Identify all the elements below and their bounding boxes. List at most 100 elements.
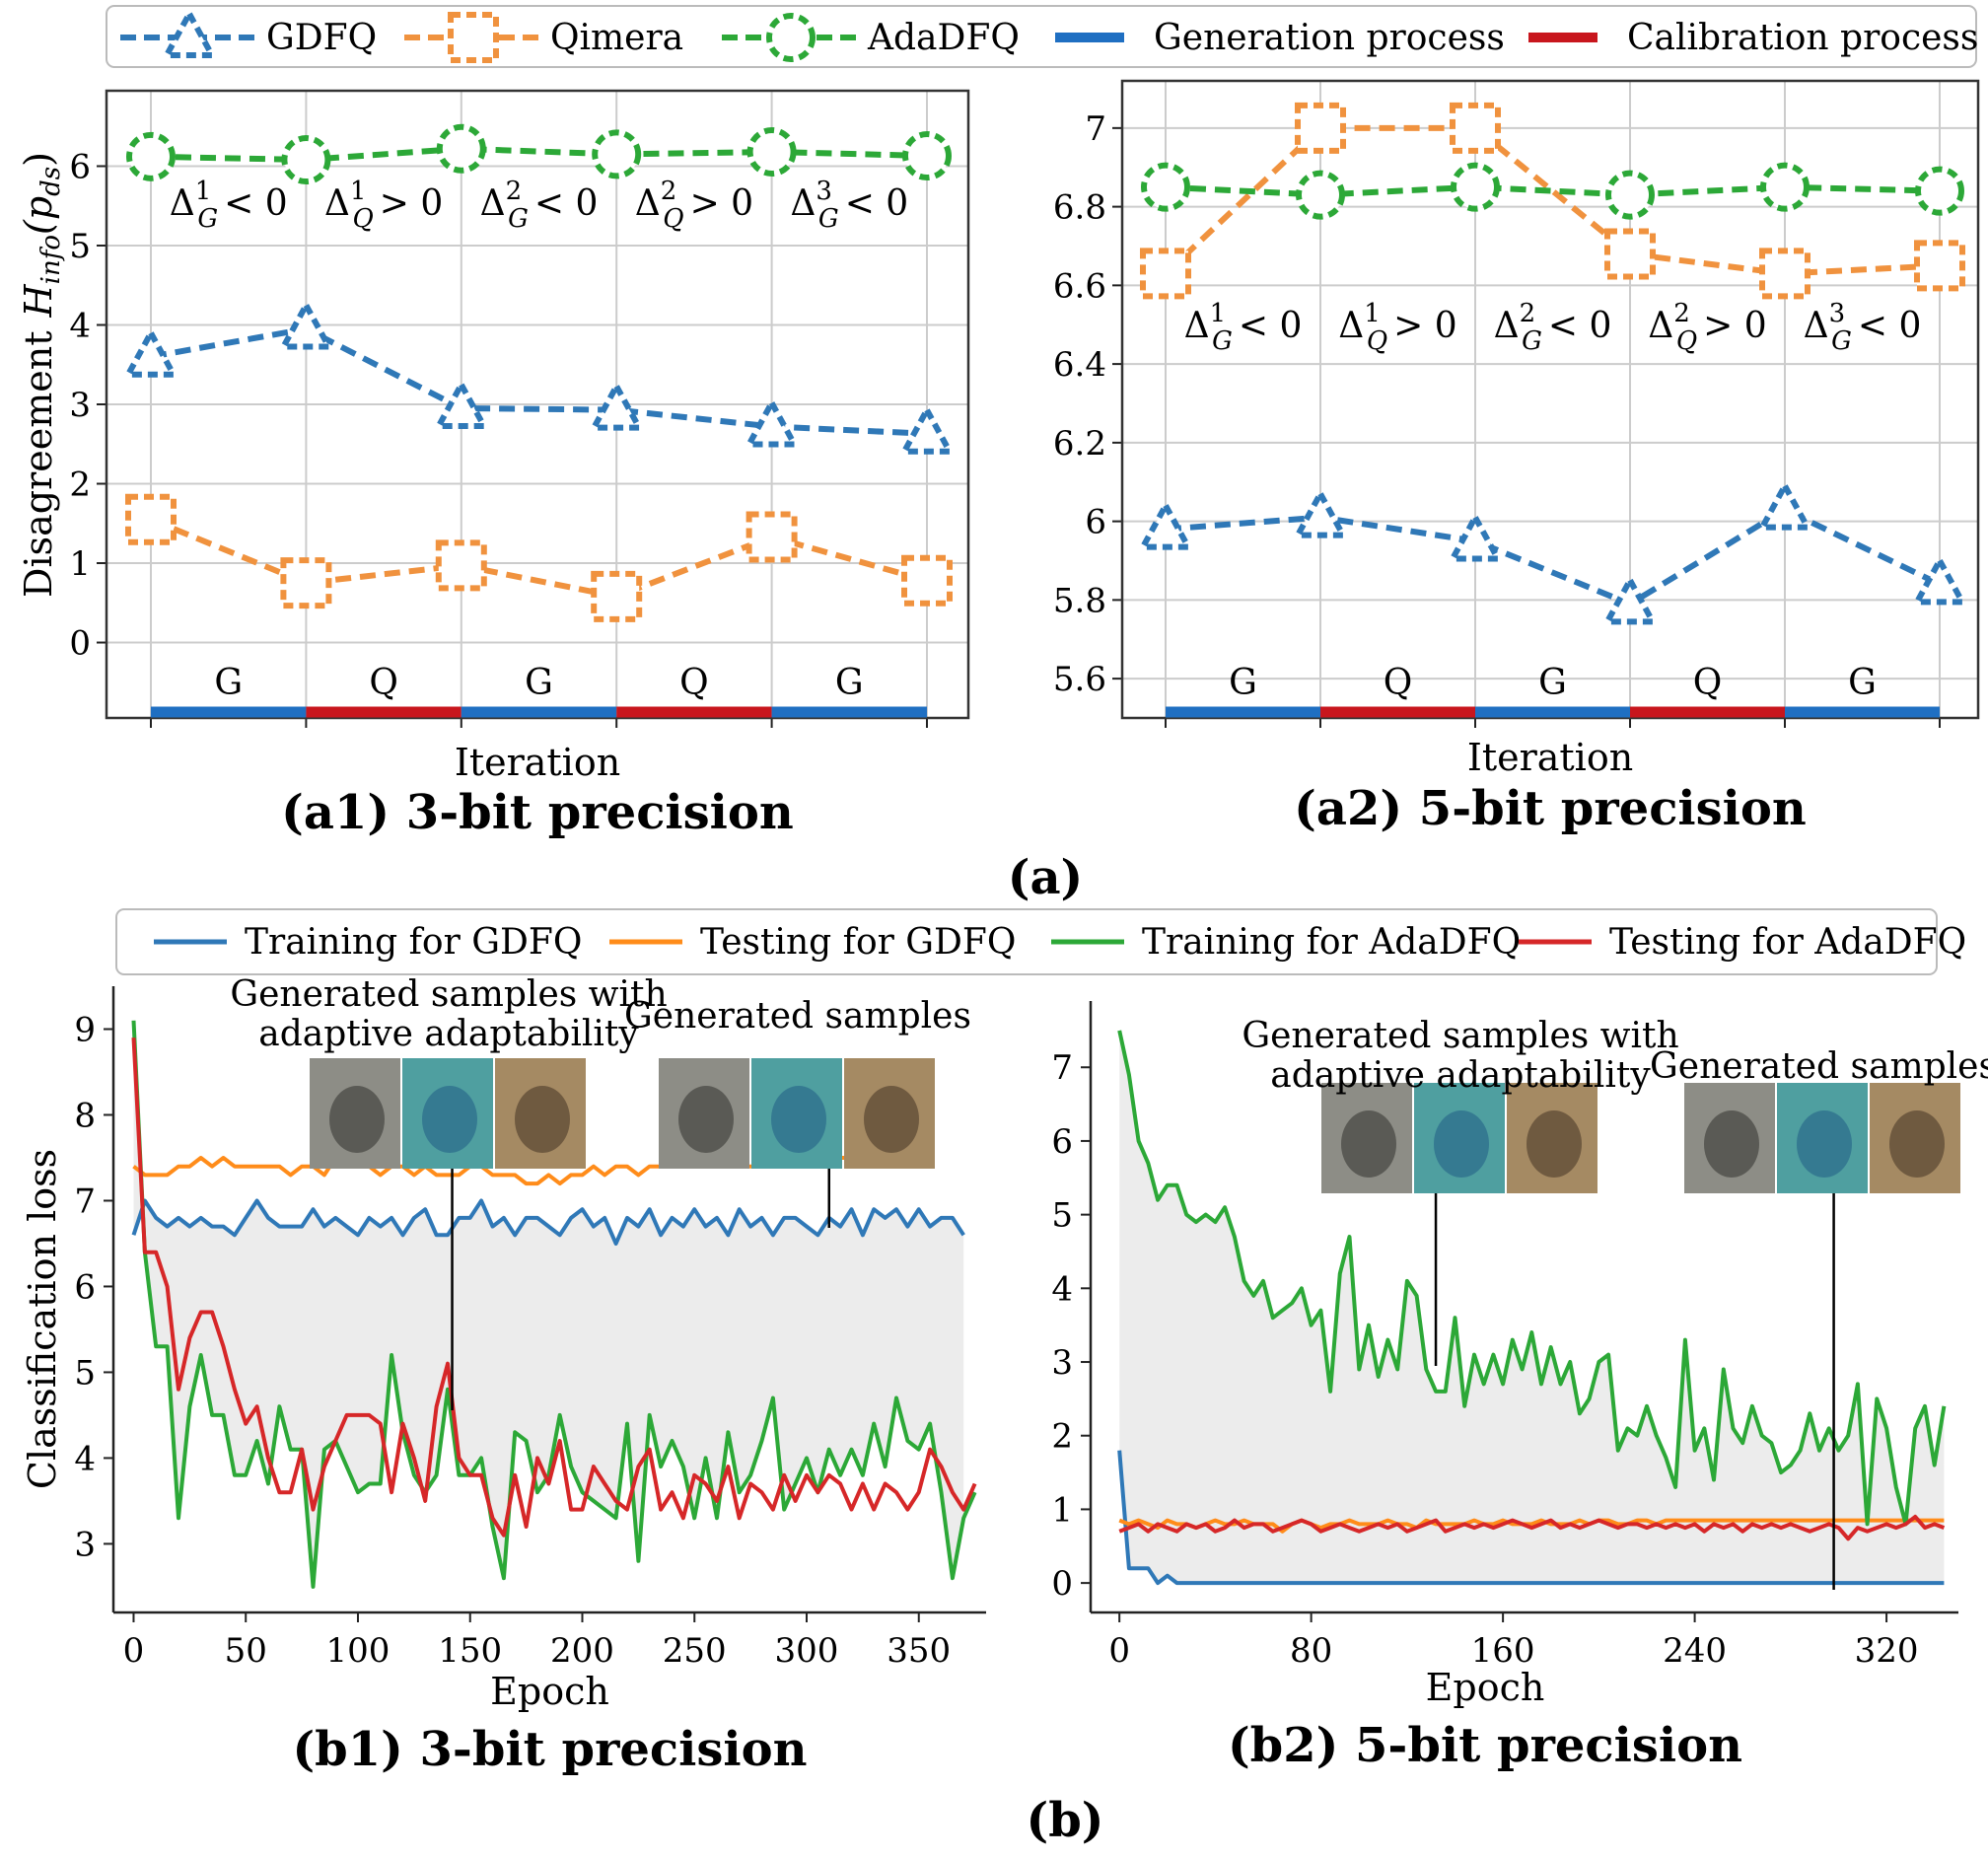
a2-point-0-5: [1911, 554, 1968, 606]
b1-xtick-label-2: 100: [326, 1631, 390, 1671]
b2-xtick-label-0: 0: [1108, 1631, 1130, 1671]
a2-delta-1: Δ1 Q > 0: [1338, 299, 1456, 356]
legend-a-label-1: Qimera: [550, 18, 683, 58]
a2-point-1-0: [1140, 248, 1191, 300]
a1-point-2-0: [126, 131, 176, 181]
b2-ytick-label-6: 6: [1051, 1122, 1073, 1162]
b2-xtick-label-3: 240: [1663, 1631, 1727, 1671]
b2-ytick-label-0: 0: [1051, 1564, 1073, 1604]
a2-point-0-0: [1137, 499, 1194, 550]
a2-ytick-label-7: 7: [1085, 109, 1106, 149]
a2-ytick-label-4: 6.4: [1053, 345, 1106, 385]
b1-xtick-label-4: 200: [550, 1631, 614, 1671]
a1-point-2-5: [902, 131, 952, 181]
a2-ytick-label-1: 5.8: [1053, 581, 1106, 620]
a1-phase-label-4: G: [835, 663, 864, 703]
a2-delta-3: Δ2 Q > 0: [1648, 299, 1766, 356]
a1-point-1-2: [435, 539, 487, 592]
b1-sample-image-subject-0-1: [422, 1086, 477, 1153]
a2-ytick-label-5: 6.6: [1053, 266, 1106, 306]
a1-frame: [105, 89, 970, 720]
legend-b-frame: [115, 908, 1938, 975]
b1-xtick-label-3: 150: [438, 1631, 502, 1671]
b2-xtick-label-4: 320: [1855, 1631, 1919, 1671]
a1-ytick-label-3: 3: [69, 386, 91, 425]
a1-delta-4: Δ3 G < 0: [790, 177, 908, 234]
a2-point-2-0: [1141, 162, 1190, 212]
b2-sample-image-subject-1-2: [1889, 1110, 1945, 1178]
a2-delta-4: Δ3 G < 0: [1804, 299, 1922, 356]
a1-phase-label-0: G: [214, 663, 243, 703]
chart-b2: 0 1 2 3 4 5 6 7 0 80 160 240 320 Generated samples wi…: [1051, 1001, 1988, 1773]
b2-ytick-label-1: 1: [1051, 1490, 1073, 1530]
a2-frame: [1120, 79, 1980, 720]
a1-point-2-3: [592, 129, 642, 179]
legend-a-marker-2: [766, 13, 816, 62]
a2-point-1-4: [1759, 248, 1810, 300]
a1-point-1-0: [125, 493, 177, 545]
legend-a-label-2: AdaDFQ: [867, 18, 1020, 58]
a2-ytick-label-6: 6.8: [1053, 188, 1106, 228]
a1-point-0-3: [589, 380, 645, 431]
b1-ytick-label-1: 4: [74, 1439, 96, 1478]
a2-phase-label-2: G: [1538, 663, 1567, 703]
a2-point-2-1: [1296, 170, 1345, 220]
b2-annotation-text-1-0: Generated samples: [1650, 1046, 1988, 1087]
a2-point-1-5: [1914, 240, 1965, 292]
a1-phase-label-3: Q: [679, 663, 709, 703]
a1-point-2-4: [746, 126, 797, 177]
b2-sample-image-subject-1-0: [1704, 1110, 1759, 1178]
b1-xtick-label-7: 350: [887, 1631, 951, 1671]
a1-delta-0: Δ1 G < 0: [170, 177, 288, 234]
legend-b: Training for GDFQ Testing for GDFQ Trainin…: [115, 908, 1966, 975]
b1-series-0: [131, 1198, 965, 1246]
b2-ytick-label-4: 4: [1051, 1269, 1073, 1309]
b1-ylabel: Classification loss: [21, 1149, 64, 1489]
b2-sample-image-subject-0-2: [1526, 1110, 1582, 1178]
a2-series-0: [1165, 506, 1942, 608]
b2-ytick-label-7: 7: [1051, 1048, 1073, 1088]
a1-xlabel: Iteration: [455, 741, 620, 784]
b1-xlabel: Epoch: [490, 1670, 609, 1713]
a2-ytick-label-2: 6: [1085, 503, 1106, 542]
a2-series-1: [1163, 124, 1941, 277]
a1-phase-label-2: G: [525, 663, 553, 703]
group-a-label: (a): [1008, 850, 1084, 905]
legend-a-frame: [106, 5, 1977, 68]
legend-a-label-4: Calibration process: [1627, 18, 1978, 58]
a1-ytick-label-5: 5: [69, 227, 91, 266]
b1-sample-image-subject-0-2: [515, 1086, 570, 1153]
a1-point-0-5: [898, 403, 956, 455]
b2-xtick-label-1: 80: [1290, 1631, 1332, 1671]
a1-ytick-label-4: 4: [69, 306, 91, 345]
a2-plot-area: [1122, 81, 1978, 718]
a2-point-1-1: [1295, 102, 1346, 154]
b1-annotation-text-0-0: Generated samples with: [230, 974, 667, 1015]
a1-ytick-label-0: 0: [69, 624, 91, 664]
a2-ytick-label-0: 5.6: [1053, 660, 1106, 699]
a1-ytick-label-6: 6: [69, 147, 91, 186]
legend-b-label-3: Testing for AdaDFQ: [1609, 922, 1966, 963]
a2-point-1-3: [1604, 228, 1656, 280]
b1-xtick-label-6: 300: [775, 1631, 839, 1671]
legend-a-marker-1: [448, 12, 499, 63]
b1-shaded-gap: [133, 1020, 964, 1587]
a1-point-1-4: [746, 511, 798, 563]
b2-annotation-text-0-1: adaptive adaptability: [1270, 1055, 1651, 1096]
b2-sample-image-subject-1-1: [1797, 1110, 1852, 1178]
legend-a-marker-0: [161, 7, 218, 58]
legend-a-label-0: GDFQ: [266, 18, 377, 58]
a2-title: (a2) 5-bit precision: [1294, 781, 1807, 836]
a2-delta-0: Δ1 G < 0: [1184, 299, 1303, 356]
b2-ytick-label-3: 3: [1051, 1343, 1073, 1383]
a1-phase-label-1: Q: [369, 663, 398, 703]
b1-xtick-label-1: 50: [225, 1631, 267, 1671]
a1-title: (a1) 3-bit precision: [281, 785, 794, 840]
b2-ytick-label-2: 2: [1051, 1417, 1073, 1457]
b1-series-3: [131, 1037, 977, 1538]
a2-point-0-3: [1601, 574, 1659, 625]
b2-ytick-label-5: 5: [1051, 1196, 1073, 1236]
a1-point-1-1: [280, 557, 332, 609]
a1-series-1: [149, 516, 928, 600]
a1-ylabel: DisagreementHinfo(pds): [17, 152, 66, 598]
